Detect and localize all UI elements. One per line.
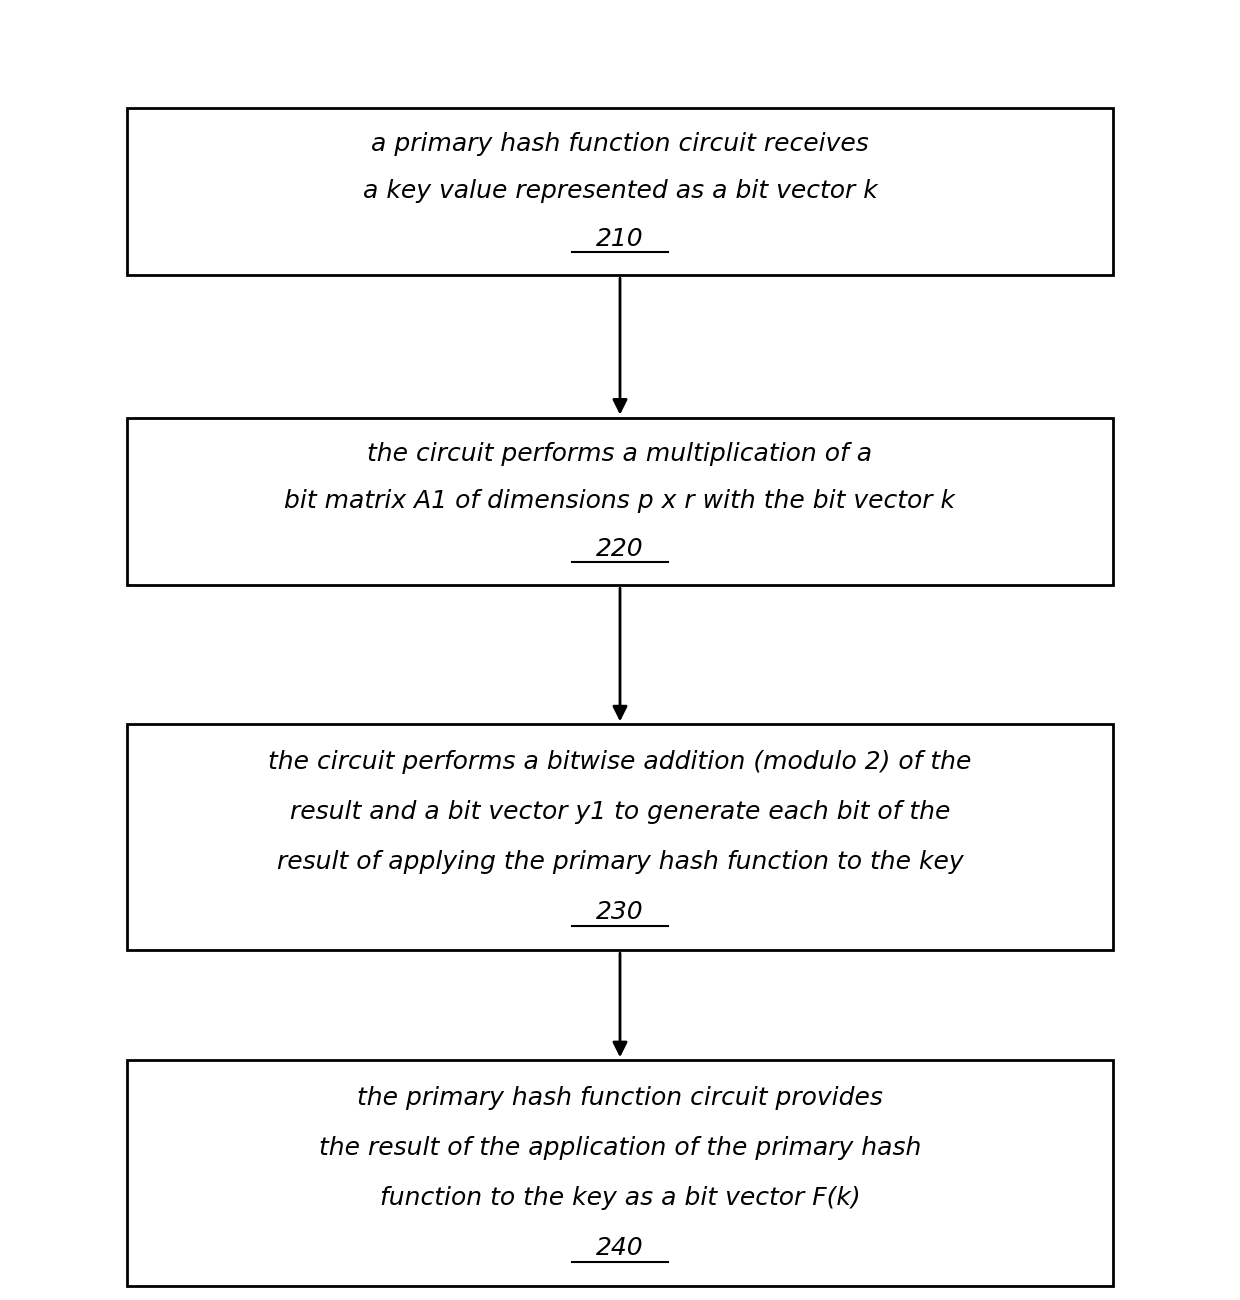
Text: a primary hash function circuit receives: a primary hash function circuit receives [371, 133, 869, 156]
Text: function to the key as a bit vector F(k): function to the key as a bit vector F(k) [379, 1186, 861, 1210]
Text: result and a bit vector y1 to generate each bit of the: result and a bit vector y1 to generate e… [290, 801, 950, 824]
Bar [128, 108, 1112, 276]
Text: 220: 220 [596, 537, 644, 560]
Text: bit matrix A1 of dimensions p x r with the bit vector k: bit matrix A1 of dimensions p x r with t… [284, 490, 956, 514]
Text: the result of the application of the primary hash: the result of the application of the pri… [319, 1136, 921, 1160]
FancyArrowPatch shape [614, 953, 626, 1054]
Text: 230: 230 [596, 901, 644, 924]
Text: the circuit performs a bitwise addition (modulo 2) of the: the circuit performs a bitwise addition … [268, 750, 972, 775]
Text: the primary hash function circuit provides: the primary hash function circuit provid… [357, 1086, 883, 1110]
Bar [128, 724, 1112, 950]
Text: 210: 210 [596, 226, 644, 251]
Text: the circuit performs a multiplication of a: the circuit performs a multiplication of… [367, 442, 873, 467]
Text: a key value represented as a bit vector k: a key value represented as a bit vector … [362, 179, 878, 204]
Text: result of applying the primary hash function to the key: result of applying the primary hash func… [277, 850, 963, 875]
Bar [128, 417, 1112, 585]
FancyArrowPatch shape [614, 588, 626, 719]
Text: 240: 240 [596, 1236, 644, 1260]
FancyArrowPatch shape [614, 278, 626, 412]
Bar [128, 1060, 1112, 1286]
